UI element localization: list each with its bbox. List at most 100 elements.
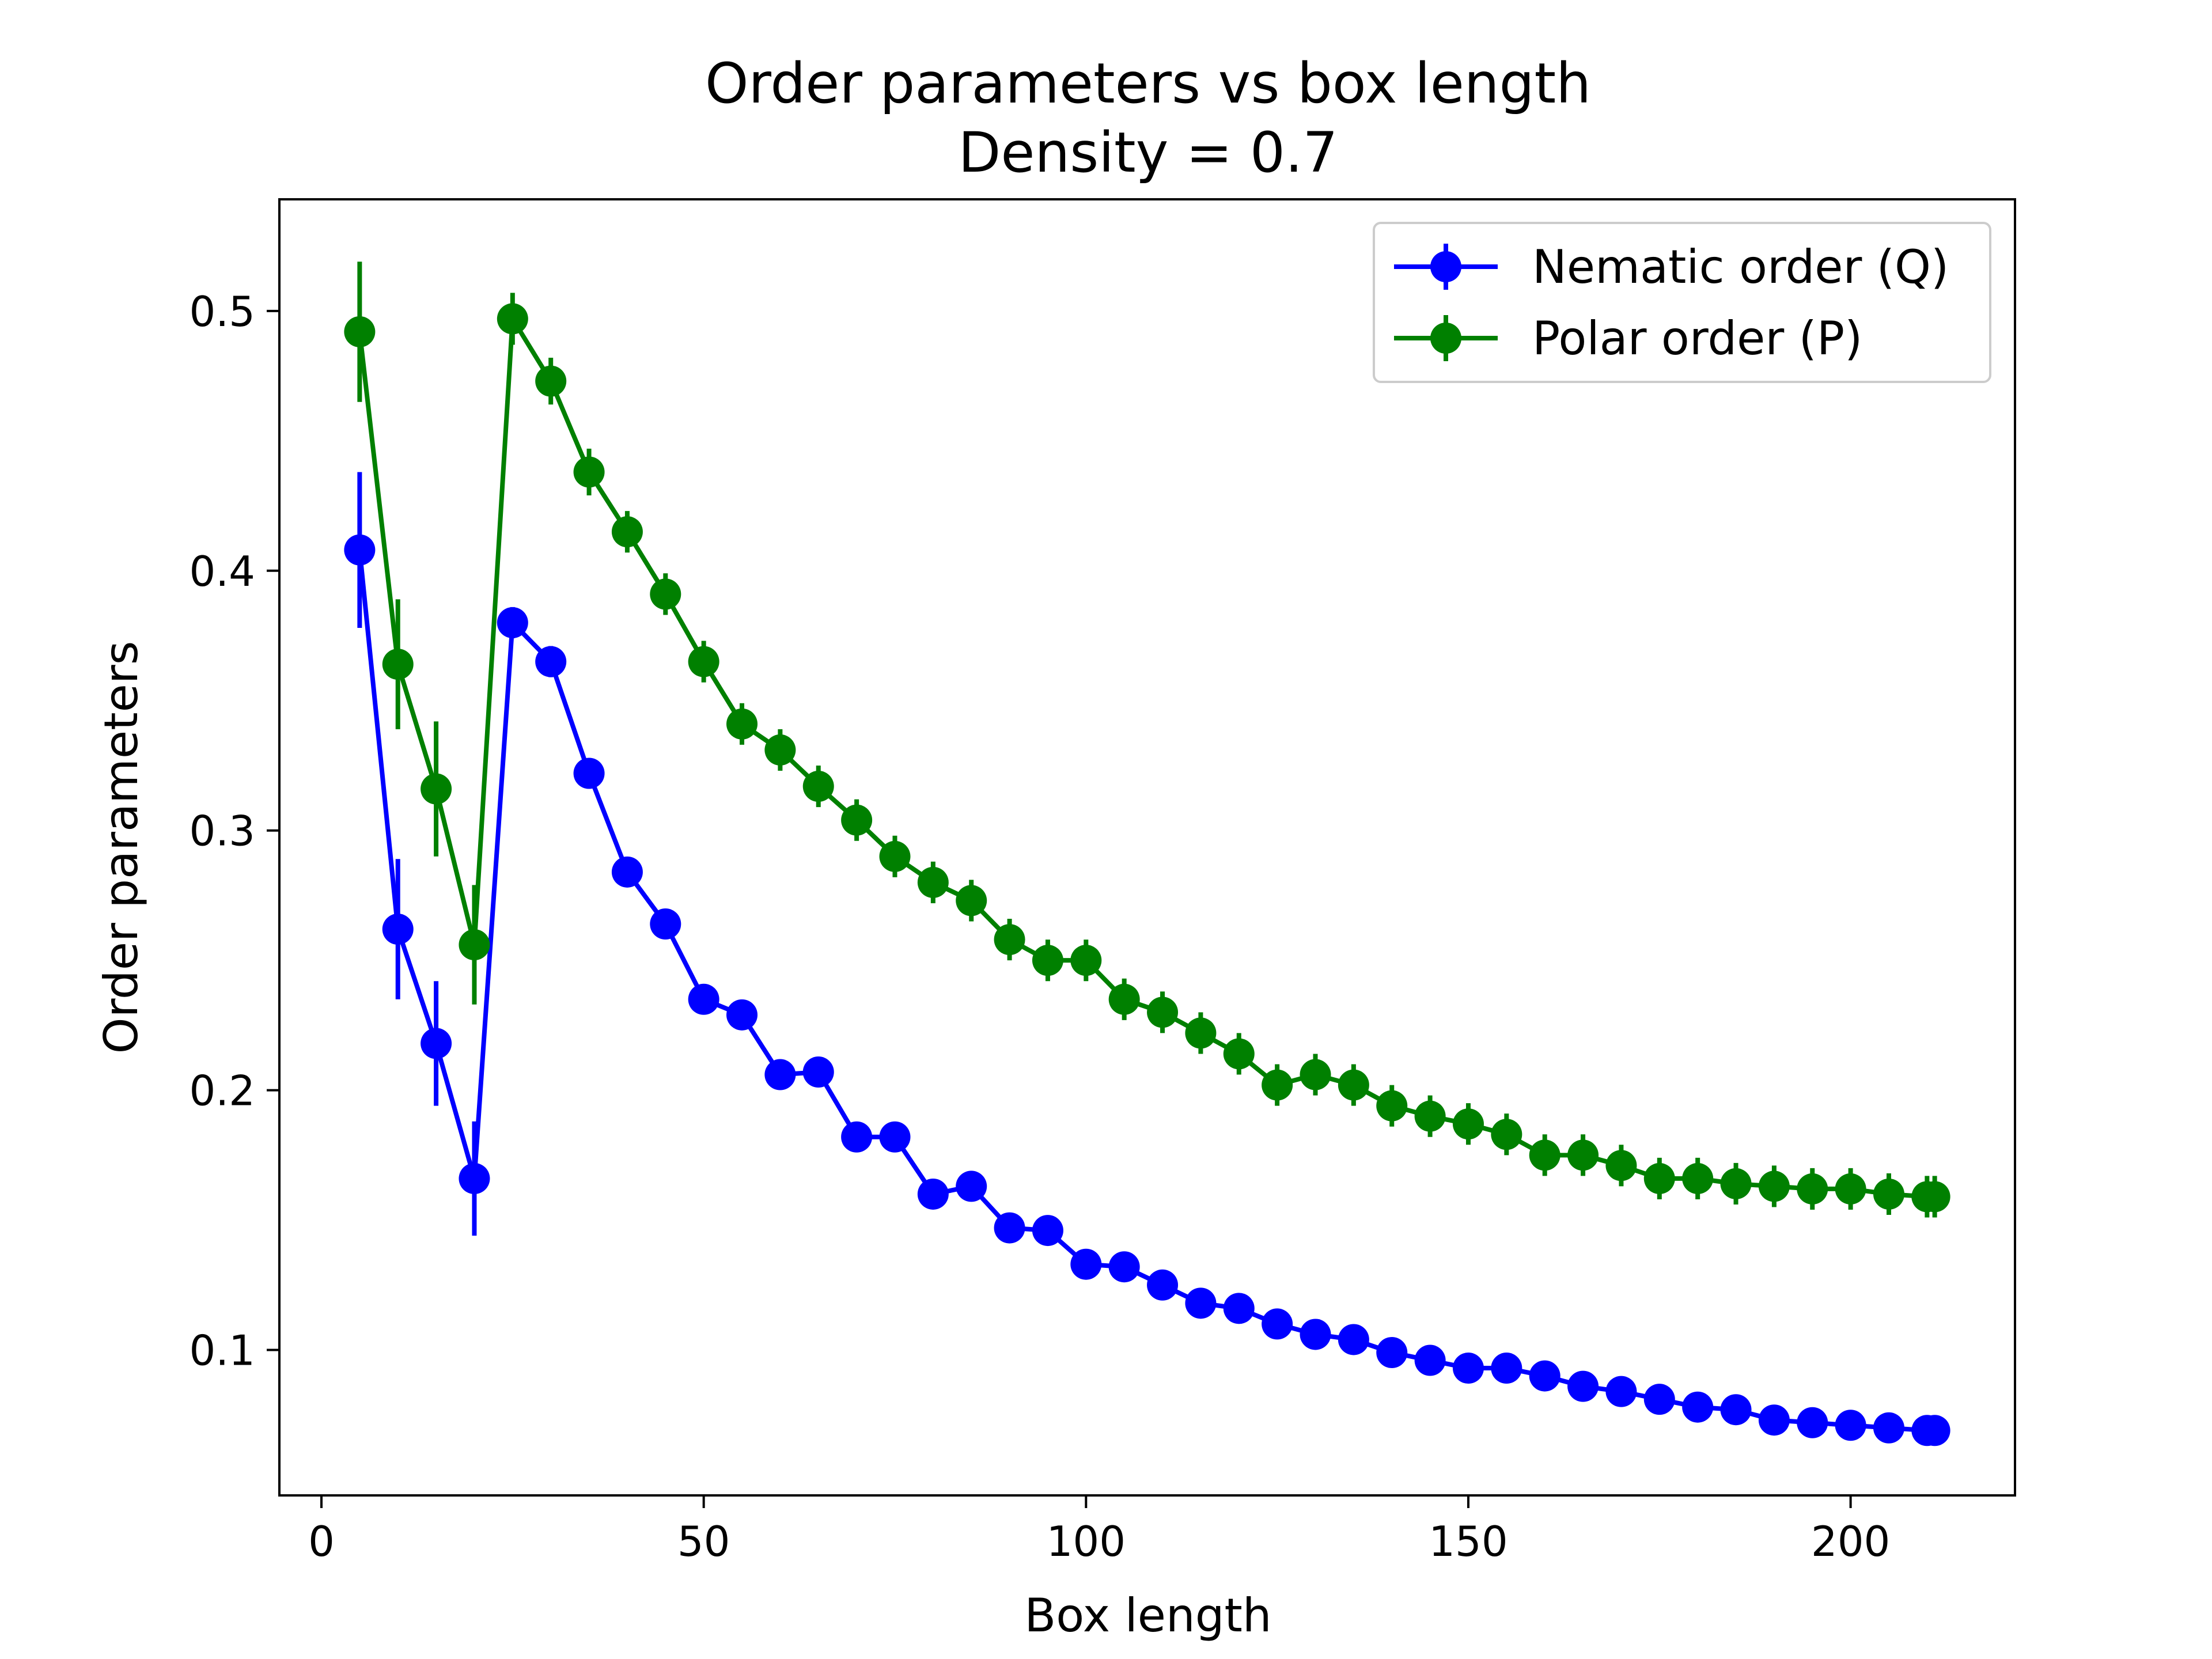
data-point [994, 924, 1025, 956]
data-point [1108, 1251, 1140, 1283]
data-point [1720, 1394, 1752, 1426]
data-point [841, 1121, 873, 1153]
data-point [1682, 1391, 1714, 1423]
data-point [459, 929, 490, 961]
data-point [650, 578, 681, 610]
data-point [535, 646, 567, 677]
data-point [1108, 983, 1140, 1015]
data-point [1147, 1269, 1179, 1301]
data-point [382, 914, 414, 945]
legend: Nematic order (Q) Polar order (P) [1373, 222, 1991, 383]
data-point [1491, 1353, 1522, 1384]
data-point [1605, 1376, 1637, 1407]
data-point [917, 866, 949, 898]
data-point [1452, 1353, 1484, 1384]
data-point [535, 365, 567, 397]
data-point [1262, 1069, 1293, 1101]
legend-marker [1430, 323, 1461, 354]
legend-marker [1430, 251, 1461, 282]
data-point [1758, 1404, 1790, 1436]
x-tick-label: 100 [1047, 1517, 1126, 1566]
data-point [879, 1121, 911, 1153]
data-point [1797, 1407, 1828, 1438]
data-point [1919, 1415, 1950, 1446]
y-tick-label: 0.5 [189, 287, 255, 336]
series-polar-order-p [344, 262, 1950, 1218]
data-point [1873, 1412, 1904, 1444]
data-point [1376, 1090, 1408, 1122]
x-tick-label: 0 [308, 1517, 335, 1566]
data-point [1414, 1344, 1446, 1376]
data-point [1758, 1171, 1790, 1202]
data-point [1643, 1162, 1675, 1194]
data-point [1185, 1287, 1217, 1319]
data-point [802, 771, 834, 802]
data-point [1032, 945, 1063, 976]
data-point [1147, 997, 1179, 1028]
y-tick-label: 0.1 [189, 1326, 255, 1374]
y-tick-label: 0.4 [189, 547, 255, 596]
data-point [1529, 1139, 1560, 1171]
legend-label: Polar order (P) [1532, 312, 1862, 365]
data-point [344, 534, 376, 566]
data-point [1185, 1017, 1217, 1049]
data-point [764, 734, 796, 766]
y-axis-label: Order parameters [94, 641, 148, 1054]
series-nematic-order-q [344, 472, 1950, 1446]
y-tick-label: 0.3 [189, 807, 255, 855]
legend-entry: Polar order (P) [1394, 312, 1862, 365]
data-point [726, 999, 758, 1031]
x-axis-label: Box length [1024, 1589, 1271, 1642]
x-tick-label: 150 [1429, 1517, 1508, 1566]
data-point [1376, 1337, 1408, 1369]
chart-subtitle: Density = 0.7 [958, 120, 1338, 185]
data-point [688, 646, 719, 677]
data-point [1529, 1360, 1560, 1392]
y-tick-label: 0.2 [189, 1067, 255, 1115]
plot-area [344, 262, 1950, 1446]
data-point [650, 908, 681, 940]
data-point [611, 516, 643, 548]
data-point [956, 1171, 987, 1202]
data-point [459, 1162, 490, 1194]
data-point [344, 316, 376, 347]
data-point [1262, 1308, 1293, 1340]
data-point [573, 456, 605, 488]
data-point [573, 757, 605, 789]
data-point [1070, 1248, 1102, 1280]
data-point [1452, 1108, 1484, 1140]
data-point [1223, 1038, 1255, 1070]
x-tick-label: 200 [1811, 1517, 1890, 1566]
data-point [688, 983, 719, 1015]
legend-entry: Nematic order (Q) [1394, 240, 1949, 294]
data-point [956, 885, 987, 916]
data-point [879, 840, 911, 872]
data-point [1338, 1069, 1369, 1101]
data-point [497, 303, 528, 335]
data-point [1605, 1150, 1637, 1181]
data-point [1835, 1173, 1866, 1205]
data-point [1873, 1178, 1904, 1210]
legend-label: Nematic order (Q) [1532, 240, 1949, 294]
y-axis: 0.1 0.2 0.3 0.4 0.5 [189, 287, 279, 1374]
data-point [1300, 1059, 1331, 1090]
data-point [1414, 1100, 1446, 1132]
data-point [1682, 1162, 1714, 1194]
plot-frame [278, 198, 2016, 1497]
data-point [497, 607, 528, 638]
data-point [1919, 1181, 1950, 1213]
data-point [994, 1212, 1025, 1244]
x-axis: 0 50 100 150 200 [308, 1495, 1890, 1566]
legend-frame [1373, 222, 1991, 383]
data-point [1300, 1319, 1331, 1350]
data-point [421, 1028, 452, 1059]
data-point [382, 649, 414, 680]
data-point [1070, 945, 1102, 976]
data-point [1835, 1410, 1866, 1441]
data-point [726, 708, 758, 740]
data-point [1338, 1324, 1369, 1355]
data-point [764, 1059, 796, 1090]
data-point [1567, 1139, 1599, 1171]
data-point [1032, 1215, 1063, 1247]
